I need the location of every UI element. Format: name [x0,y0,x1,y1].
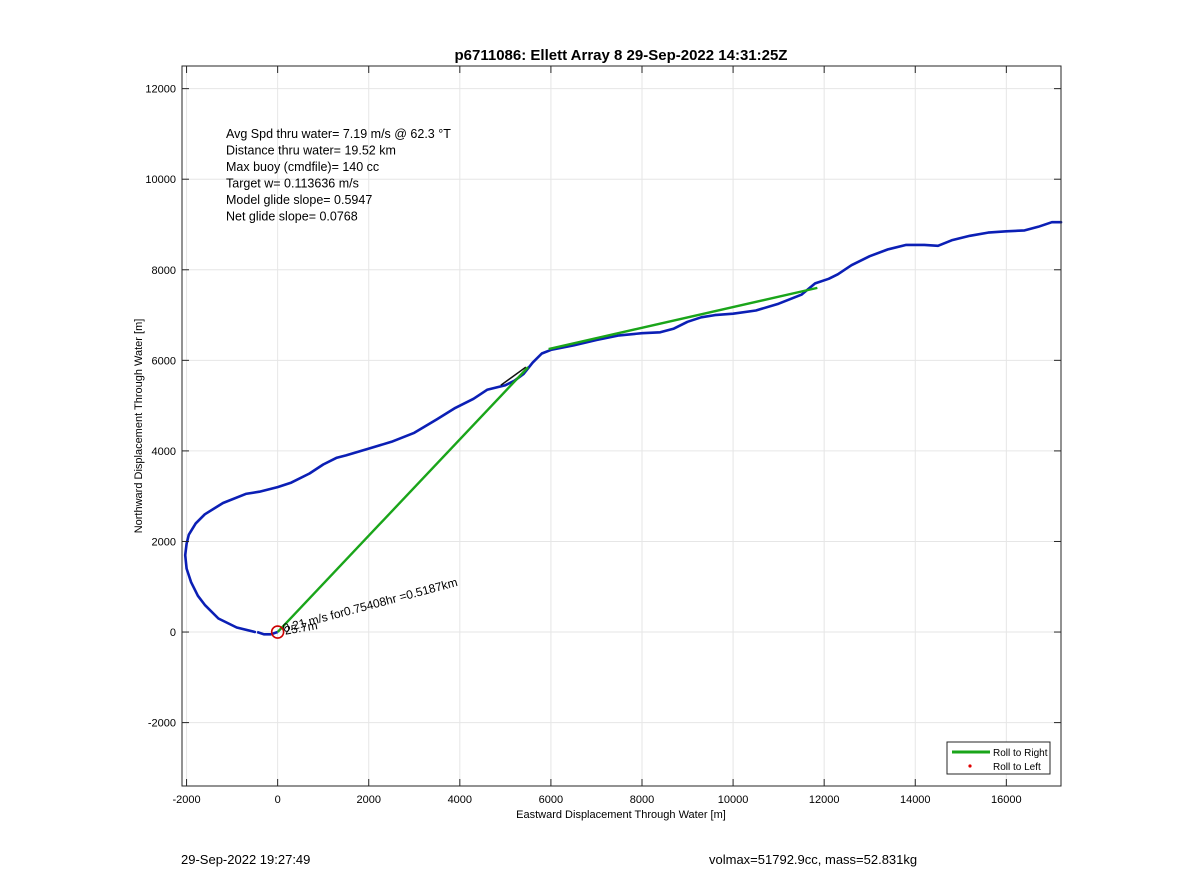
grid-lines [182,66,1061,786]
stats-text: Avg Spd thru water= 7.19 m/s @ 62.3 °T Di… [226,127,451,224]
axes-box [181,65,1062,787]
roll-right-line [276,366,530,633]
track-line [183,220,1063,634]
x-tick-label: 8000 [630,794,654,806]
stats-line: Target w= 0.113636 m/s [226,177,359,191]
stats-line: Net glide slope= 0.0768 [226,210,358,224]
y-tick-label: 0 [170,627,176,639]
footer-summary: volmax=51792.9cc, mass=52.831kg [709,852,918,867]
footer-timestamp: 29-Sep-2022 19:27:49 [181,852,311,867]
legend-swatch-roll-left [968,764,972,768]
stats-line: Model glide slope= 0.5947 [226,193,372,207]
start-marker [270,625,285,639]
legend-label-roll-left: Roll to Left [993,762,1041,773]
x-tick-label: 6000 [539,794,563,806]
x-tick-label: -2000 [172,794,200,806]
data-series [183,220,1063,639]
x-tick-label: 0 [275,794,281,806]
y-axis-label: Northward Displacement Through Water [m] [133,319,145,534]
x-tick-label: 10000 [718,794,749,806]
y-tick-label: 12000 [145,84,176,96]
x-tick-label: 14000 [900,794,931,806]
stats-line: Distance thru water= 19.52 km [226,144,396,158]
stats-line: Max buoy (cmdfile)= 140 cc [226,160,379,174]
legend-label-roll-right: Roll to Right [993,748,1048,759]
plot-area: -2000 0 2000 4000 6000 8000 10000 12000 14000 160… [145,65,1063,806]
track-dark-segment [500,366,527,386]
stats-line: Avg Spd thru water= 7.19 m/s @ 62.3 °T [226,127,451,141]
y-tick-label: 2000 [152,536,176,548]
x-axis-label: Eastward Displacement Through Water [m] [516,809,726,821]
axis-ticks: -2000 0 2000 4000 6000 8000 10000 12000 14000 160… [145,66,1061,806]
x-tick-label: 2000 [356,794,380,806]
y-tick-label: 4000 [152,446,176,458]
legend: Roll to Right Roll to Left [946,741,1051,775]
y-tick-label: 6000 [152,355,176,367]
axes-background [182,66,1061,786]
track-start-segment [256,630,279,636]
x-tick-label: 4000 [448,794,472,806]
legend-box [946,741,1051,775]
roll-right-line [548,286,818,351]
y-tick-label: -2000 [148,718,176,730]
start-overlap-label: 25.7m [283,618,318,638]
x-tick-label: 16000 [991,794,1022,806]
y-tick-label: 10000 [145,174,176,186]
y-tick-label: 8000 [152,265,176,277]
chart-title: p6711086: Ellett Array 8 29-Sep-2022 14:… [455,47,788,64]
x-tick-label: 12000 [809,794,840,806]
